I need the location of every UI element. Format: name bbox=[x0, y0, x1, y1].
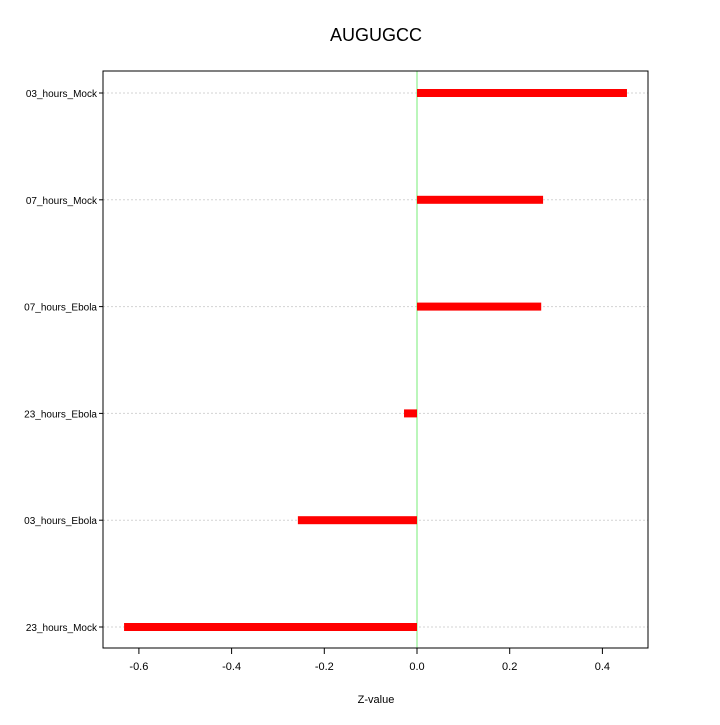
bar-07_hours_Ebola bbox=[417, 302, 542, 311]
y-tick-label: 07_hours_Ebola bbox=[24, 303, 97, 314]
bar-03_hours_Mock bbox=[417, 89, 627, 97]
y-tick-label: 07_hours_Mock bbox=[26, 196, 98, 207]
bar-03_hours_Ebola bbox=[297, 516, 417, 525]
x-tick-label: -0.4 bbox=[222, 661, 241, 673]
x-axis-label: Z-value bbox=[358, 694, 395, 706]
x-tick-label: 0.2 bbox=[502, 661, 517, 673]
x-tick-label: 0.4 bbox=[595, 661, 610, 673]
y-tick-label: 23_hours_Mock bbox=[26, 623, 98, 634]
bar-23_hours_Mock bbox=[124, 623, 418, 631]
x-tick-label: 0.0 bbox=[409, 661, 424, 673]
y-tick-label: 03_hours_Mock bbox=[26, 89, 98, 100]
x-tick-label: -0.6 bbox=[129, 661, 148, 673]
plot-frame bbox=[102, 70, 649, 649]
x-tick-label: -0.2 bbox=[315, 661, 334, 673]
bar-23_hours_Ebola bbox=[404, 409, 417, 418]
y-tick-label: 03_hours_Ebola bbox=[24, 516, 97, 527]
y-tick-label: 23_hours_Ebola bbox=[24, 409, 97, 420]
bar-07_hours_Mock bbox=[417, 195, 544, 204]
chart-title: AUGUGCC bbox=[330, 25, 422, 45]
